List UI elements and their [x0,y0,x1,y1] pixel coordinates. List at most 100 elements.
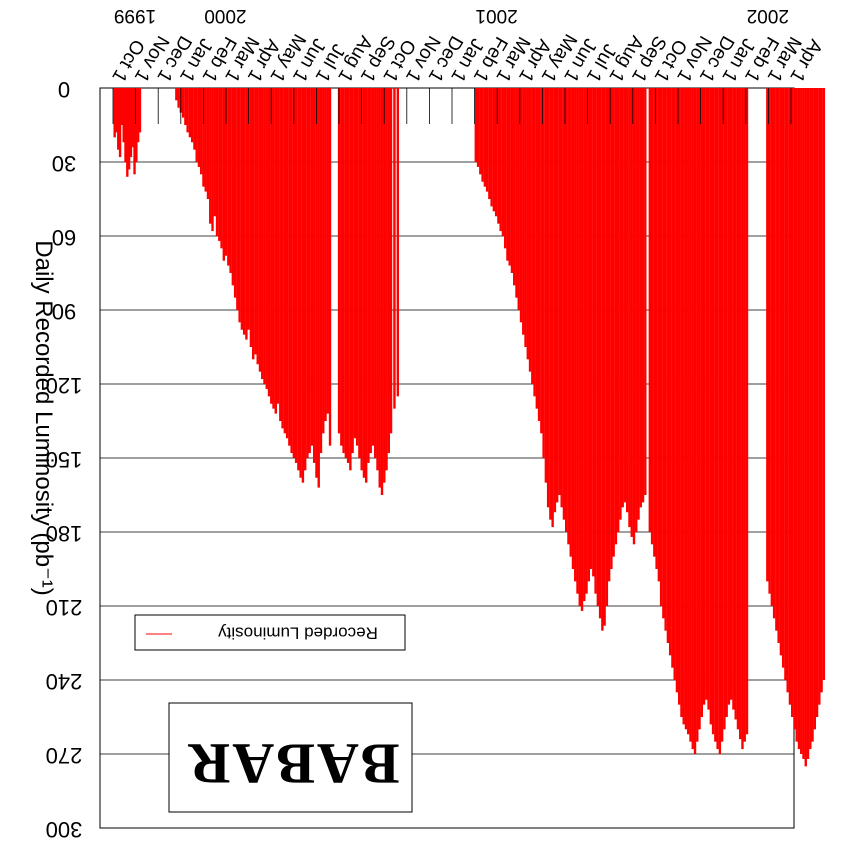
luminosity-bar [371,88,375,446]
luminosity-bar [258,88,262,372]
luminosity-bar [565,88,568,532]
luminosity-bar [621,88,624,508]
luminosity-bar [506,88,509,261]
luminosity-bar [689,88,692,742]
luminosity-bar [251,88,255,360]
luminosity-bar [135,88,138,162]
luminosity-bar [745,88,749,735]
luminosity-bar [211,88,214,232]
luminosity-bar [698,88,701,730]
luminosity-bar [242,88,246,335]
luminosity-bar [479,88,482,175]
luminosity-bar [605,88,609,606]
luminosity-bar [644,88,647,495]
luminosity-bar [481,88,484,182]
luminosity-bar [319,88,323,454]
luminosity-bar [308,88,311,454]
luminosity-bar [337,88,341,434]
luminosity-bar [276,88,280,404]
luminosity-bar [666,88,670,643]
luminosity-bar [659,88,663,606]
luminosity-bar [204,88,207,192]
luminosity-bar [705,88,708,700]
luminosity-bar [376,88,379,471]
luminosity-bar [668,88,672,656]
luminosity-bar [492,88,496,212]
luminosity-bar [267,88,271,397]
luminosity-bar [122,88,125,143]
y-tick-label: 0 [58,77,70,102]
luminosity-bar [585,88,588,594]
luminosity-bar [793,88,796,730]
luminosity-bar [510,88,514,273]
luminosity-bar [245,88,248,340]
luminosity-bar [820,88,823,693]
luminosity-bar [809,88,812,750]
year-label: 1999 [114,5,156,26]
luminosity-bar [131,88,134,148]
luminosity-bar [261,88,264,380]
luminosity-bar [499,88,502,232]
luminosity-bar [576,88,579,594]
luminosity-bar [680,88,683,717]
y-tick-label: 180 [46,521,83,546]
luminosity-bar [488,88,491,199]
luminosity-bar [601,88,604,631]
luminosity-bar [513,88,516,286]
luminosity-bar [562,88,566,520]
luminosity-bar [707,88,710,710]
legend-box [134,614,406,651]
luminosity-bar [328,88,332,446]
luminosity-bar [497,88,500,224]
luminosity-bar [725,88,728,717]
luminosity-bar [218,88,221,241]
luminosity-bar [524,88,527,347]
luminosity-bar [616,88,620,532]
year-label: 2000 [204,5,246,26]
luminosity-bar [657,88,661,582]
luminosity-bar [603,88,606,626]
y-axis-label: Daily Recorded Luminosity (pb⁻¹) [30,240,57,595]
y-tick-label: 90 [52,299,76,324]
luminosity-bar [813,88,816,730]
luminosity-bar [117,88,120,150]
luminosity-bar [533,88,536,397]
luminosity-bar [315,88,318,478]
luminosity-bar [113,88,116,138]
luminosity-bar [569,88,572,557]
luminosity-bar [124,88,127,162]
luminosity-bar [766,88,769,582]
luminosity-bar [818,88,821,705]
luminosity-bar [720,88,724,742]
luminosity-bar [607,88,611,582]
luminosity-bar [714,88,717,742]
luminosity-bar [249,88,253,347]
luminosity-bar [494,88,498,217]
luminosity-bar [797,88,801,750]
luminosity-bar [193,88,196,150]
luminosity-bar [297,88,300,471]
luminosity-bar [324,88,327,421]
luminosity-bar [635,88,638,532]
luminosity-bar [632,88,636,545]
luminosity-bar [272,88,275,409]
luminosity-bar [772,88,776,619]
luminosity-bar [716,88,719,750]
luminosity-bar [583,88,586,602]
luminosity-bar [508,88,511,266]
luminosity-bar [578,88,581,606]
luminosity-bar [290,88,293,454]
luminosity-bar [515,88,518,298]
luminosity-bar [387,88,390,454]
luminosity-bar [349,88,352,471]
luminosity-bar [222,88,226,261]
luminosity-bar [589,88,593,569]
luminosity-bar [115,88,118,133]
luminosity-bar [346,88,350,463]
luminosity-bar [815,88,819,717]
luminosity-bar [781,88,785,668]
luminosity-bar [664,88,667,631]
luminosity-bar [526,88,529,360]
luminosity-bar [741,88,744,750]
